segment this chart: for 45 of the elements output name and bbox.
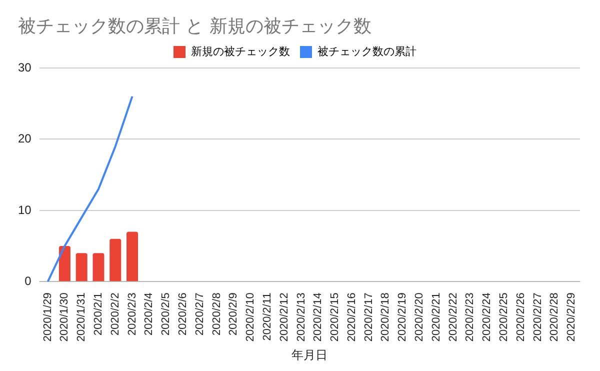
x-tick-label: 2020/2/9 <box>228 292 240 336</box>
x-tick-label: 2020/2/7 <box>194 292 206 336</box>
x-tick-label: 2020/2/10 <box>244 292 257 342</box>
x-tick-label: 2020/2/16 <box>346 292 358 342</box>
x-tick-label: 2020/1/30 <box>58 292 71 342</box>
x-tick-label: 2020/2/11 <box>261 292 274 341</box>
x-tick-label: 2020/2/21 <box>430 292 442 342</box>
x-tick-label: 2020/1/31 <box>76 292 88 342</box>
x-tick-label: 2020/2/12 <box>278 292 290 342</box>
x-tick-label: 2020/2/2 <box>109 292 122 336</box>
chart-title: 被チェック数の累計 と 新規の被チェック数 <box>18 15 372 38</box>
bar <box>110 238 122 282</box>
x-axis-title: 年月日 <box>292 348 328 362</box>
y-tick-label: 30 <box>18 60 32 74</box>
x-tick-label: 2020/2/3 <box>126 292 138 336</box>
x-tick-label: 2020/2/15 <box>329 292 342 342</box>
x-tick-label: 2020/2/26 <box>514 292 527 342</box>
x-tick-label: 2020/2/24 <box>481 292 494 342</box>
x-tick-label: 2020/2/8 <box>210 292 223 336</box>
y-tick-label: 20 <box>18 132 32 146</box>
legend-label: 新規の被チェック数 <box>191 44 290 58</box>
bar <box>92 253 104 282</box>
x-tick-label: 2020/2/13 <box>295 292 308 342</box>
x-tick-label: 2020/2/25 <box>498 292 510 342</box>
x-tick-label: 2020/2/27 <box>532 292 544 342</box>
x-tick-label: 2020/2/29 <box>566 292 578 342</box>
bar <box>126 232 138 282</box>
x-tick-label: 2020/2/1 <box>92 292 105 336</box>
x-tick-label: 2020/2/23 <box>464 292 476 342</box>
x-tick-label: 2020/2/20 <box>414 292 426 342</box>
y-tick-label: 10 <box>18 202 32 217</box>
x-tick-label: 2020/2/19 <box>396 292 409 342</box>
legend-label: 被チェック数の累計 <box>318 44 416 58</box>
bar <box>58 246 70 282</box>
x-tick-label: 2020/2/6 <box>176 292 189 336</box>
x-tick-label: 2020/2/14 <box>312 292 324 342</box>
bar <box>76 253 88 282</box>
x-tick-label: 2020/2/22 <box>447 292 460 342</box>
x-tick-label: 2020/2/28 <box>548 292 561 342</box>
x-tick-label: 2020/2/18 <box>380 292 392 342</box>
x-tick-label: 2020/1/29 <box>42 292 54 342</box>
y-tick-label: 0 <box>24 274 32 288</box>
x-tick-label: 2020/2/17 <box>362 292 375 342</box>
x-tick-label: 2020/2/4 <box>143 292 156 336</box>
x-tick-label: 2020/2/5 <box>160 292 172 336</box>
